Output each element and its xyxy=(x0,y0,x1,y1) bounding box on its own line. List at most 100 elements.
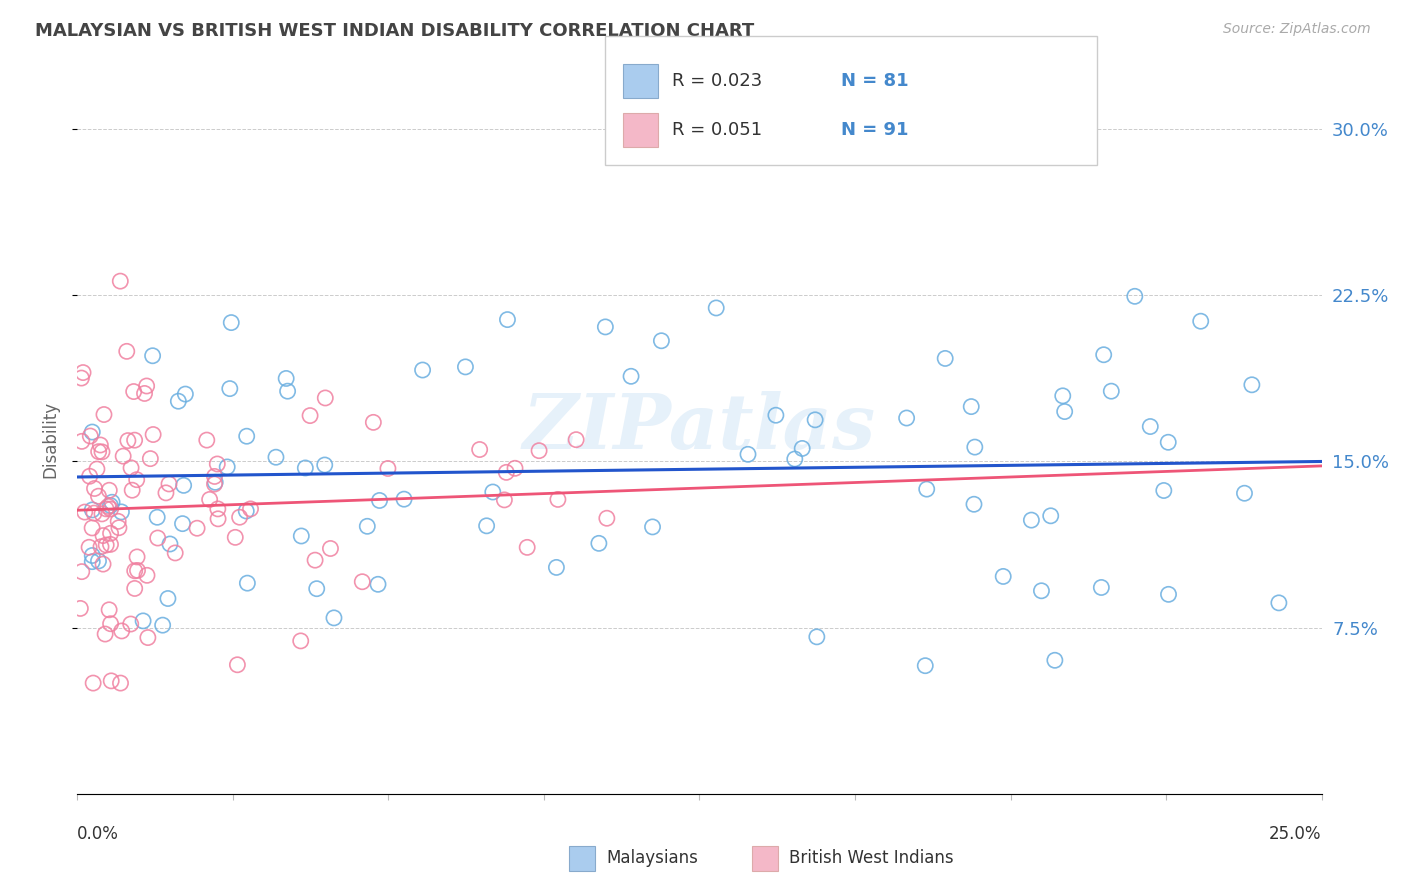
Point xyxy=(70,434,93,449)
Point xyxy=(125,473,148,487)
Point xyxy=(565,433,588,447)
Text: N = 91: N = 91 xyxy=(841,121,908,139)
Text: 0.0%: 0.0% xyxy=(77,825,120,843)
Point xyxy=(1099,384,1122,399)
Point xyxy=(79,469,101,483)
Point xyxy=(159,537,181,551)
Point xyxy=(120,460,142,475)
Point xyxy=(783,452,806,467)
Point xyxy=(124,433,146,447)
Point xyxy=(110,274,132,288)
Point xyxy=(204,475,226,490)
Point xyxy=(152,618,174,632)
Text: Source: ZipAtlas.com: Source: ZipAtlas.com xyxy=(1223,22,1371,37)
Point xyxy=(70,371,93,385)
Point xyxy=(94,627,117,641)
Point xyxy=(82,555,104,569)
Point xyxy=(963,497,986,511)
Point xyxy=(120,617,142,632)
Point xyxy=(1139,419,1161,434)
Point xyxy=(1157,435,1180,450)
Point xyxy=(87,554,110,568)
Point xyxy=(277,384,299,399)
Point xyxy=(1240,377,1263,392)
Point xyxy=(1021,513,1043,527)
Point xyxy=(235,504,257,518)
Point xyxy=(117,434,139,448)
Point xyxy=(224,530,246,544)
Point xyxy=(156,591,179,606)
Point xyxy=(124,582,146,596)
Point xyxy=(323,611,346,625)
Point xyxy=(737,447,759,461)
Point xyxy=(100,673,122,688)
Point xyxy=(1092,348,1115,362)
Point xyxy=(620,369,643,384)
Point xyxy=(115,344,138,359)
Point xyxy=(1031,583,1053,598)
Text: 25.0%: 25.0% xyxy=(1270,825,1322,843)
Point xyxy=(100,526,122,541)
Point xyxy=(98,483,121,498)
Text: R = 0.051: R = 0.051 xyxy=(672,121,762,139)
Point xyxy=(82,676,104,690)
Point xyxy=(896,411,918,425)
Point xyxy=(468,442,491,457)
Point xyxy=(87,489,110,503)
Point xyxy=(290,529,312,543)
Y-axis label: Disability: Disability xyxy=(41,401,59,478)
Text: Malaysians: Malaysians xyxy=(606,849,697,867)
Point xyxy=(588,536,610,550)
Point xyxy=(91,445,114,459)
Point xyxy=(547,492,569,507)
Point xyxy=(1053,404,1076,418)
Point xyxy=(207,457,229,471)
Point xyxy=(363,416,385,430)
Point xyxy=(79,429,101,443)
Point xyxy=(792,442,814,456)
Point xyxy=(367,577,389,591)
Text: R = 0.023: R = 0.023 xyxy=(672,72,762,90)
Point xyxy=(186,521,208,535)
Point xyxy=(304,553,326,567)
Point xyxy=(124,564,146,578)
Point xyxy=(122,384,145,399)
Point xyxy=(914,658,936,673)
Point xyxy=(226,657,249,672)
Point xyxy=(198,492,221,507)
Point xyxy=(276,371,298,385)
Point xyxy=(82,549,104,563)
Point xyxy=(527,443,550,458)
Point xyxy=(1090,581,1112,595)
Point xyxy=(503,461,526,475)
Point xyxy=(207,512,229,526)
Point xyxy=(235,429,257,443)
Text: ZIPatlas: ZIPatlas xyxy=(523,392,876,466)
Point xyxy=(87,444,110,458)
Point xyxy=(72,366,94,380)
Point xyxy=(204,469,226,483)
Point xyxy=(174,387,197,401)
Text: British West Indians: British West Indians xyxy=(789,849,953,867)
Point xyxy=(82,425,104,439)
Point xyxy=(454,359,477,374)
Point xyxy=(915,482,938,496)
Point xyxy=(157,477,180,491)
Point xyxy=(219,316,242,330)
Point xyxy=(139,451,162,466)
Point xyxy=(1233,486,1256,500)
Point xyxy=(121,483,143,498)
Point xyxy=(100,502,122,516)
Point xyxy=(595,320,617,334)
Text: N = 81: N = 81 xyxy=(841,72,908,90)
Point xyxy=(294,461,316,475)
Point xyxy=(1123,289,1146,303)
Point xyxy=(319,541,342,556)
Point xyxy=(207,502,229,516)
Point xyxy=(107,514,129,528)
Point xyxy=(167,394,190,409)
Point xyxy=(96,538,118,552)
Point xyxy=(110,676,132,690)
Point xyxy=(136,631,159,645)
Point xyxy=(1157,587,1180,601)
